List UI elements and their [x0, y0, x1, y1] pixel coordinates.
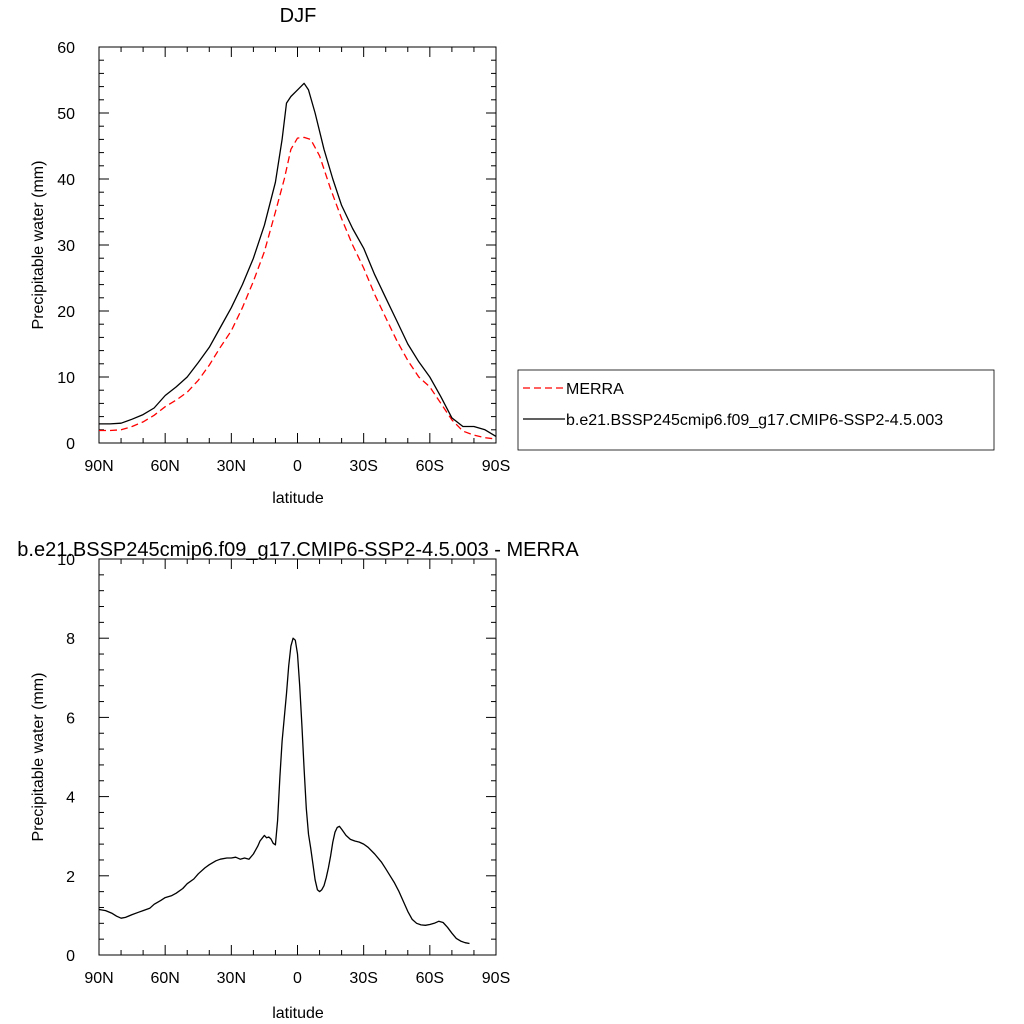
x-tick-label: 30N	[217, 458, 246, 475]
x-axis-label-bottom: latitude	[272, 1005, 324, 1022]
x-tick-label: 0	[293, 458, 302, 475]
y-tick-label: 10	[57, 552, 75, 569]
axis-ticks-bottom: 90N 60N 30N 0 30S 60S 90S 0 2 4 6 8 10	[57, 552, 510, 987]
x-tick-label: 60N	[150, 458, 179, 475]
panel-djf: DJF 90N 60N 30N 0 30S 60S 90S 0 10 20 30 40 50 60 lat…	[30, 5, 510, 507]
x-tick-label: 60S	[416, 970, 444, 987]
legend-box	[517, 369, 995, 451]
panel-difference: b.e21.BSSP245cmip6.f09_g17.CMIP6-SSP2-4.…	[17, 539, 579, 1022]
x-tick-label: 90S	[482, 970, 510, 987]
y-tick-label: 30	[57, 238, 75, 255]
x-tick-label: 0	[293, 970, 302, 987]
x-tick-label: 30S	[349, 458, 377, 475]
x-tick-label: 60N	[150, 970, 179, 987]
y-tick-label: 40	[57, 172, 75, 189]
chart-title-difference: b.e21.BSSP245cmip6.f09_g17.CMIP6-SSP2-4.…	[17, 539, 579, 561]
axis-ticks-top: 90N 60N 30N 0 30S 60S 90S 0 10 20 30 40 50 60	[57, 40, 510, 475]
x-tick-label: 90N	[84, 970, 113, 987]
y-tick-label: 60	[57, 40, 75, 57]
legend-label-model: b.e21.BSSP245cmip6.f09_g17.CMIP6-SSP2-4.…	[566, 412, 943, 429]
x-tick-label: 90N	[84, 458, 113, 475]
y-tick-label: 2	[66, 869, 75, 886]
series-lines-bottom	[98, 637, 470, 945]
y-tick-label: 50	[57, 106, 75, 123]
x-axis-label-top: latitude	[272, 490, 324, 507]
x-tick-label: 30N	[217, 970, 246, 987]
chart-title-djf: DJF	[280, 5, 317, 27]
series-line-top-model	[99, 82, 497, 437]
series-line-top-merra	[99, 136, 497, 440]
y-tick-label: 0	[66, 436, 75, 453]
y-tick-label: 8	[66, 631, 75, 648]
y-axis-label-bottom: Precipitable water (mm)	[30, 673, 47, 842]
x-tick-label: 90S	[482, 458, 510, 475]
y-tick-label: 10	[57, 370, 75, 387]
y-tick-label: 6	[66, 710, 75, 727]
y-tick-label: 0	[66, 948, 75, 965]
x-tick-label: 30S	[349, 970, 377, 987]
series-lines-top	[99, 82, 497, 440]
y-axis-label-top: Precipitable water (mm)	[30, 161, 47, 330]
legend: MERRA b.e21.BSSP245cmip6.f09_g17.CMIP6-S…	[517, 369, 995, 451]
x-tick-label: 60S	[416, 458, 444, 475]
legend-label-merra: MERRA	[566, 381, 624, 398]
series-line-bottom-difference	[98, 637, 470, 945]
y-tick-label: 20	[57, 304, 75, 321]
plot-frame-top	[98, 46, 497, 444]
y-tick-label: 4	[66, 790, 75, 807]
plot-frame-bottom	[98, 558, 497, 956]
